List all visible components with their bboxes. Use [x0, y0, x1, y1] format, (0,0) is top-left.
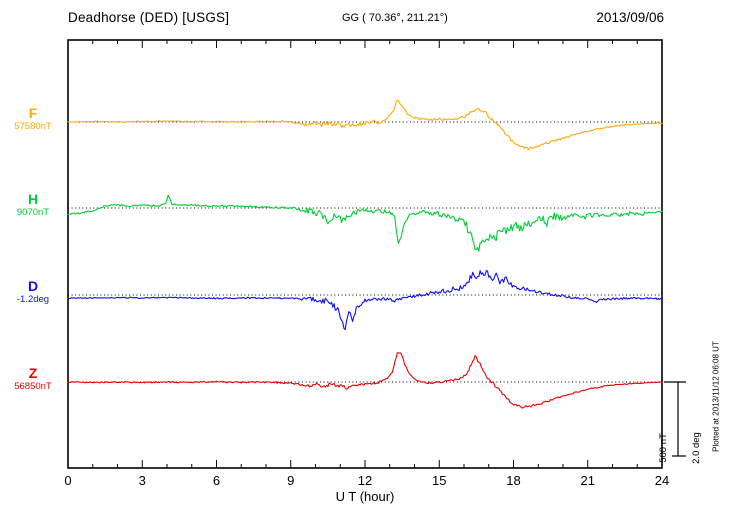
- plotted-at-timestamp: Plotted at 2013/11/12 06:08 UT: [711, 341, 721, 452]
- trace-h: [67, 194, 663, 252]
- channel-d-letter: D: [27, 278, 39, 294]
- channel-f-baseline-value: 57580nT: [14, 121, 52, 132]
- x-tick-label: 24: [655, 473, 669, 488]
- date-label: 2013/09/06: [596, 10, 664, 25]
- channel-f-legend: F 57580nT: [4, 106, 62, 133]
- station-title: Deadhorse (DED) [USGS]: [68, 10, 230, 25]
- trace-d: [67, 270, 663, 331]
- channel-z-letter: Z: [28, 365, 38, 381]
- scale-bar-deg-label: 2.0 deg: [690, 432, 702, 464]
- geographic-coords: GG ( 70.36°, 211.21°): [342, 12, 448, 24]
- trace-z: [67, 352, 663, 409]
- x-tick-label: 12: [358, 473, 372, 488]
- x-tick-label: 18: [506, 473, 520, 488]
- channel-f-letter: F: [28, 105, 38, 121]
- scale-bar-nt-label: 500 nT: [657, 433, 669, 463]
- channel-d-legend: D -1.2deg: [4, 279, 62, 306]
- x-tick-label: 15: [432, 473, 446, 488]
- channel-z-legend: Z 56850nT: [4, 366, 62, 393]
- channel-h-legend: H 9070nT: [4, 192, 62, 219]
- x-axis-label: U T (hour): [335, 489, 395, 504]
- x-tick-label: 3: [139, 473, 146, 488]
- x-tick-label: 6: [213, 473, 220, 488]
- channel-d-baseline-value: -1.2deg: [16, 294, 50, 305]
- channel-z-baseline-value: 56850nT: [14, 381, 52, 392]
- x-tick-label: 21: [581, 473, 595, 488]
- channel-h-baseline-value: 9070nT: [16, 207, 50, 218]
- x-tick-label: 0: [64, 473, 71, 488]
- channel-h-letter: H: [27, 191, 39, 207]
- x-tick-label: 9: [287, 473, 294, 488]
- trace-f: [67, 99, 663, 151]
